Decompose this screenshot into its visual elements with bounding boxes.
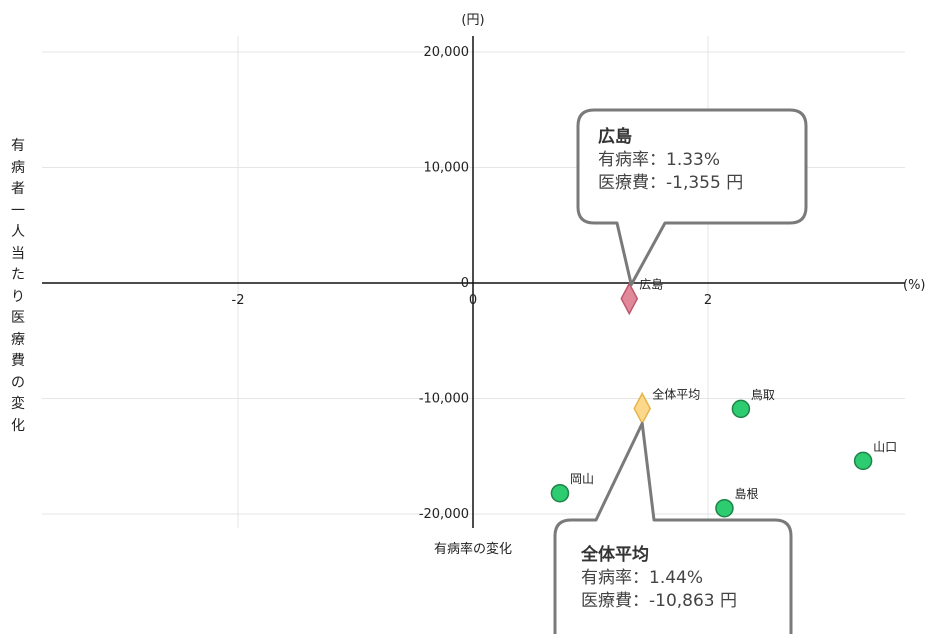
circle-marker [853,451,873,471]
callout-hiroshima: 広島 有病率：1.33% 医療費：-1,355 円 [598,126,744,195]
data-points [550,282,873,518]
y-axis-label-char: 一 [11,202,25,219]
circle-marker [715,498,734,518]
x-axis-unit: (%) [903,278,926,293]
tick-labels: -2 0 2 20,000 10,000 0 -10,000 -20,000 [232,45,713,522]
y-axis-label-char: 人 [11,224,25,240]
y-axis-label-char: 者 [11,181,25,197]
y-axis-label-char: た [11,267,25,283]
diamond-marker [620,282,639,316]
y-axis-label-char: 変 [11,396,25,412]
point-label: 山口 [873,440,897,454]
y-axis-label-char: り [11,288,25,305]
axes [42,36,905,528]
y-axis-label-char: 当 [11,245,25,262]
point-label: 島根 [734,486,758,501]
point-label: 岡山 [570,472,594,486]
callout-title: 広島 [598,127,632,147]
y-tick-label: 10,000 [424,161,470,176]
callout-line: 医療費：-10,863 円 [581,591,738,611]
callout-title: 全体平均 [581,545,649,565]
callout-line: 医療費：-1,355 円 [598,173,744,193]
x-tick-label: -2 [232,293,245,308]
diamond-marker [633,391,652,426]
y-tick-label: 20,000 [424,45,470,60]
point-label: 鳥取 [751,387,775,402]
callout-average: 全体平均 有病率：1.44% 医療費：-10,863 円 [581,544,738,613]
y-axis-label-char: 病 [11,159,25,176]
y-axis-label-char: 費 [11,353,25,369]
point-label: 全体平均 [652,386,700,401]
circle-marker [731,399,751,419]
x-axis-label: 有病率の変化 [434,541,512,557]
y-tick-label: -20,000 [419,507,469,522]
y-axis-label-char: の [11,374,25,391]
circle-marker [550,483,570,503]
y-tick-label: -10,000 [419,392,469,407]
y-axis-unit: (円) [461,13,484,28]
x-tick-label: 0 [469,293,477,308]
y-tick-label: 0 [461,276,469,291]
point-label: 広島 [639,277,663,292]
y-axis-label: 有病者一人当たり医療費の変化 [8,136,28,437]
y-axis-label-char: 療 [11,331,25,348]
y-axis-label-char: 化 [11,417,25,434]
x-tick-label: 2 [704,293,712,308]
callout-line: 有病率：1.33% [598,150,721,170]
callout-line: 有病率：1.44% [581,568,704,588]
y-axis-label-char: 有 [11,138,25,154]
y-axis-label-char: 医 [11,310,25,326]
